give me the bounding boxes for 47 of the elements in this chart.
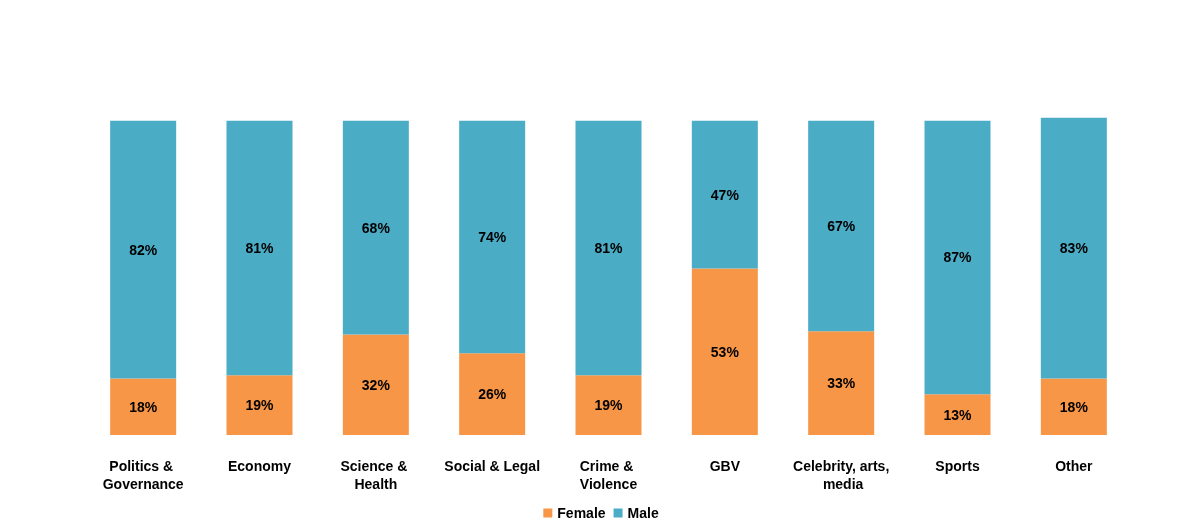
bar <box>1040 117 1107 379</box>
bar <box>691 268 758 435</box>
bar <box>342 120 409 335</box>
bar <box>924 120 991 395</box>
data-label: 67% <box>827 218 856 235</box>
bar <box>342 334 409 435</box>
bar <box>110 378 177 435</box>
data-label: 32% <box>361 376 391 393</box>
bar <box>808 331 875 435</box>
bar <box>1040 378 1107 435</box>
data-label: 74% <box>478 229 507 246</box>
bar <box>226 120 293 376</box>
x-tick-label: Other <box>1055 458 1094 474</box>
x-tick-label: Economy <box>227 458 292 474</box>
x-tick-label: Sports <box>935 458 980 474</box>
data-label: 47% <box>710 186 740 203</box>
data-label: 81% <box>594 240 624 257</box>
data-label: 13% <box>943 406 973 423</box>
bar <box>575 375 642 435</box>
data-label: 33% <box>827 375 856 392</box>
data-label: 81% <box>245 240 275 257</box>
x-tick-label: Social & Legal <box>444 458 541 474</box>
bar <box>110 120 177 379</box>
bar <box>691 120 758 269</box>
data-label: 83% <box>1059 240 1089 257</box>
legend-label: Female <box>557 505 606 521</box>
x-tick-label: Crime & Violence <box>579 458 638 492</box>
data-label: 18% <box>1059 398 1089 415</box>
data-label: 68% <box>361 219 391 236</box>
data-label: 26% <box>478 386 507 403</box>
x-tick-label: Science & Health <box>340 458 412 492</box>
data-label: 19% <box>245 397 275 414</box>
data-label: 18% <box>129 398 158 415</box>
bar <box>459 353 526 435</box>
data-label: 53% <box>710 343 740 360</box>
bar <box>924 394 991 435</box>
legend-label: Male <box>627 505 659 521</box>
bar <box>459 120 526 354</box>
x-tick-label: Celebrity, arts, media <box>793 458 890 492</box>
data-label: 87% <box>943 249 973 266</box>
data-label: 19% <box>594 397 624 414</box>
x-tick-label: GBV <box>709 458 741 474</box>
x-tick-label: Politics & Governance <box>102 458 184 492</box>
bar <box>575 120 642 376</box>
bar <box>808 120 875 332</box>
bar <box>226 375 293 435</box>
data-label: 82% <box>129 241 158 258</box>
